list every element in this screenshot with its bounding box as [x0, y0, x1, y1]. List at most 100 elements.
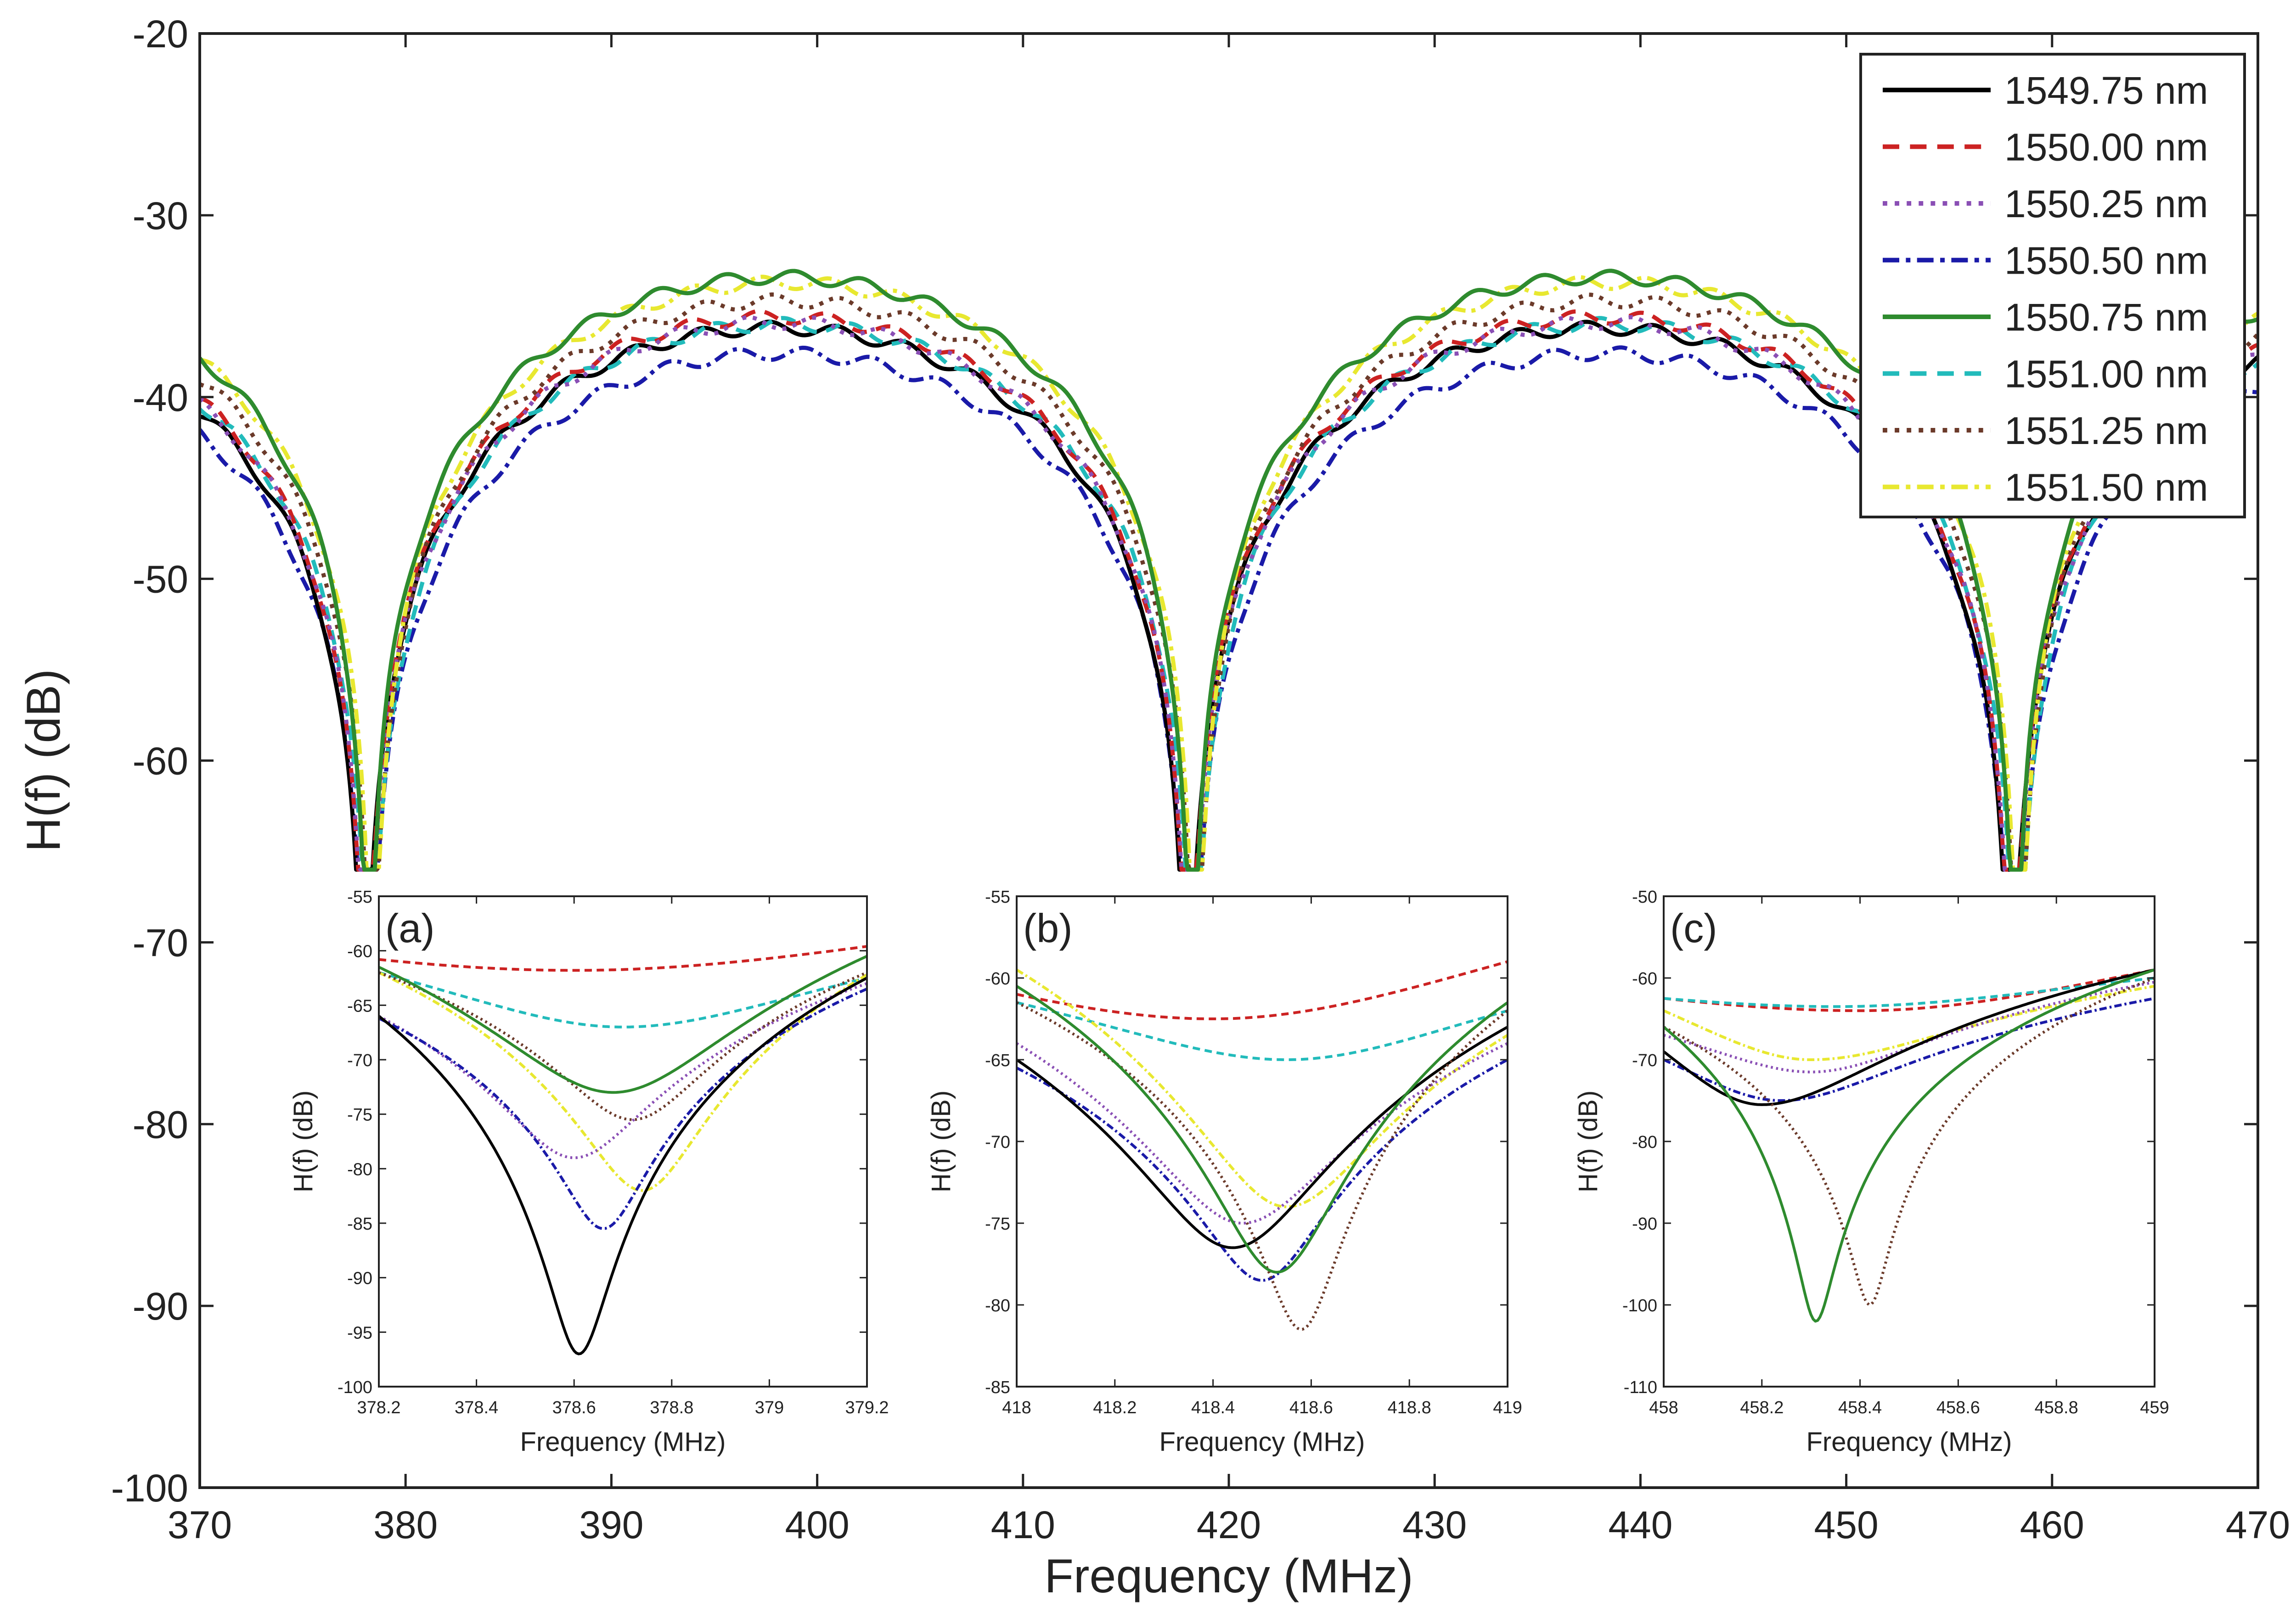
inset-series-line	[1664, 980, 2155, 1073]
inset-series-line	[1664, 997, 2155, 1102]
inset-series-line	[379, 945, 867, 972]
inset-x-axis-label: Frequency (MHz)	[520, 1427, 726, 1457]
inset-x-tick-label: 378.4	[455, 1398, 498, 1417]
inset-x-tick-label: 378.8	[650, 1398, 693, 1417]
inset-x-tick-label: 418.6	[1289, 1398, 1333, 1417]
legend: 1549.75 nm 1550.00 nm 1550.25 nm 1550.50 nm…	[1859, 53, 2246, 518]
inset-chart-c: 458 458.2 458.4 458.6 458.8 459 -50 -60 -70 -80 -9…	[1573, 888, 2169, 1457]
inset-series-line	[1017, 968, 1508, 1208]
inset-background	[379, 896, 867, 1387]
inset-series-line	[1017, 960, 1508, 1020]
inset-x-tick-label: 379.2	[845, 1398, 889, 1417]
inset-y-tick-label: -75	[347, 1106, 372, 1125]
inset-chart-a: 378.2 378.4 378.6 378.8 379 379.2 -55 -60 -65 -70…	[288, 888, 889, 1457]
inset-y-tick-label: -70	[985, 1133, 1010, 1152]
inset-curves	[379, 945, 867, 1355]
main-y-axis-label: H(f) (dB)	[17, 669, 70, 852]
inset-series-line	[379, 977, 867, 1355]
inset-y-tick-label: -60	[985, 969, 1010, 989]
legend-entry-label: 1551.25 nm	[2004, 409, 2208, 452]
main-y-tick-label: -80	[133, 1103, 188, 1146]
inset-series-line	[1664, 977, 2155, 1306]
inset-y-tick-label: -70	[347, 1051, 372, 1070]
inset-x-tick-label: 458	[1649, 1398, 1678, 1417]
inset-series-line	[1664, 968, 2155, 1012]
inset-y-tick-label: -80	[347, 1160, 372, 1179]
inset-chart-b: 418 418.2 418.4 418.6 418.8 419 -55 -60 -65 -70 -7…	[926, 888, 1522, 1457]
inset-x-tick-label: 458.6	[1936, 1398, 1980, 1417]
legend-entry-label: 1550.25 nm	[2004, 182, 2208, 225]
inset-panel-label: (b)	[1023, 905, 1073, 951]
inset-y-tick-label: -60	[347, 942, 372, 961]
main-y-tick-label: -50	[133, 558, 188, 601]
main-series-line	[200, 292, 2258, 872]
inset-x-tick-label: 458.8	[2035, 1398, 2078, 1417]
inset-y-tick-label: -100	[338, 1378, 372, 1397]
inset-series-line	[1664, 977, 2155, 1008]
main-x-tick-label: 400	[785, 1503, 850, 1546]
inset-x-tick-label: 418.8	[1388, 1398, 1431, 1417]
inset-x-tick-label: 378.6	[552, 1398, 596, 1417]
legend-items: 1549.75 nm 1550.00 nm 1550.25 nm 1550.50 nm…	[1883, 69, 2208, 509]
inset-x-tick-label: 379	[755, 1398, 784, 1417]
inset-background	[1017, 896, 1508, 1387]
inset-x-tick-label: 458.2	[1740, 1398, 1784, 1417]
legend-entry-label: 1550.50 nm	[2004, 239, 2208, 282]
main-x-tick-label: 440	[1608, 1503, 1672, 1546]
inset-y-tick-label: -55	[347, 888, 372, 907]
inset-y-axis-label: H(f) (dB)	[926, 1090, 956, 1192]
legend-entry-label: 1550.00 nm	[2004, 126, 2208, 169]
inset-x-tick-label: 419	[1493, 1398, 1522, 1417]
inset-series-line	[1017, 1026, 1508, 1249]
inset-y-axis-label: H(f) (dB)	[288, 1090, 318, 1192]
inset-frame	[378, 895, 868, 1388]
inset-x-tick-label: 378.2	[357, 1398, 400, 1417]
main-y-tick-label: -100	[111, 1467, 188, 1510]
main-y-ticks: -20 -30 -40 -50 -60 -70 -80 -90 -100	[111, 12, 2258, 1510]
inset-x-axis-label: Frequency (MHz)	[1159, 1427, 1365, 1457]
inset-y-tick-label: -85	[347, 1214, 372, 1234]
main-x-tick-label: 420	[1197, 1503, 1261, 1546]
inset-y-tick-label: -100	[1622, 1296, 1657, 1315]
inset-y-tick-label: -70	[1632, 1051, 1657, 1070]
legend-box	[1859, 53, 2246, 518]
inset-series-line	[1664, 968, 2155, 1323]
inset-y-tick-label: -75	[985, 1214, 1010, 1234]
main-x-ticks: 370 380 390 400 410 420 430 440 450 460 470	[168, 34, 2290, 1546]
inset-x-tick-label: 459	[2140, 1398, 2169, 1417]
inset-y-tick-label: -90	[347, 1269, 372, 1288]
legend-entry-label: 1550.75 nm	[2004, 296, 2208, 339]
main-y-tick-label: -20	[133, 12, 188, 56]
inset-series-line	[379, 982, 867, 1159]
inset-x-tick-label: 418	[1002, 1398, 1031, 1417]
inset-y-tick-label: -65	[985, 1051, 1010, 1070]
main-x-tick-label: 430	[1402, 1503, 1467, 1546]
main-y-tick-label: -40	[133, 376, 188, 419]
inset-series-line	[379, 971, 867, 1192]
legend-entry-label: 1551.00 nm	[2004, 353, 2208, 396]
inset-y-tick-label: -95	[347, 1323, 372, 1343]
main-x-tick-label: 450	[1814, 1503, 1879, 1546]
main-x-tick-label: 410	[991, 1503, 1055, 1546]
inset-y-tick-label: -90	[1632, 1214, 1657, 1234]
inset-series-line	[379, 987, 867, 1230]
inset-series-line	[1017, 1001, 1508, 1061]
main-y-tick-label: -90	[133, 1285, 188, 1328]
inset-x-tick-label: 418.2	[1093, 1398, 1137, 1417]
inset-y-tick-label: -85	[985, 1378, 1010, 1397]
inset-y-tick-label: -55	[985, 888, 1010, 907]
inset-series-line	[379, 955, 867, 1094]
main-x-tick-label: 470	[2226, 1503, 2290, 1546]
main-y-tick-label: -70	[133, 921, 188, 964]
inset-series-line	[1664, 968, 2155, 1106]
inset-y-tick-label: -80	[985, 1296, 1010, 1315]
main-y-tick-label: -30	[133, 194, 188, 237]
inset-curves	[1017, 960, 1508, 1331]
legend-entry-label: 1549.75 nm	[2004, 69, 2208, 112]
main-chart: 370 380 390 400 410 420 430 440 450 460 470 -20 -30…	[17, 12, 2290, 1603]
inset-y-axis-label: H(f) (dB)	[1573, 1090, 1603, 1192]
inset-series-line	[1017, 1058, 1508, 1282]
inset-panel-label: (c)	[1670, 905, 1717, 951]
inset-y-tick-label: -65	[347, 996, 372, 1016]
